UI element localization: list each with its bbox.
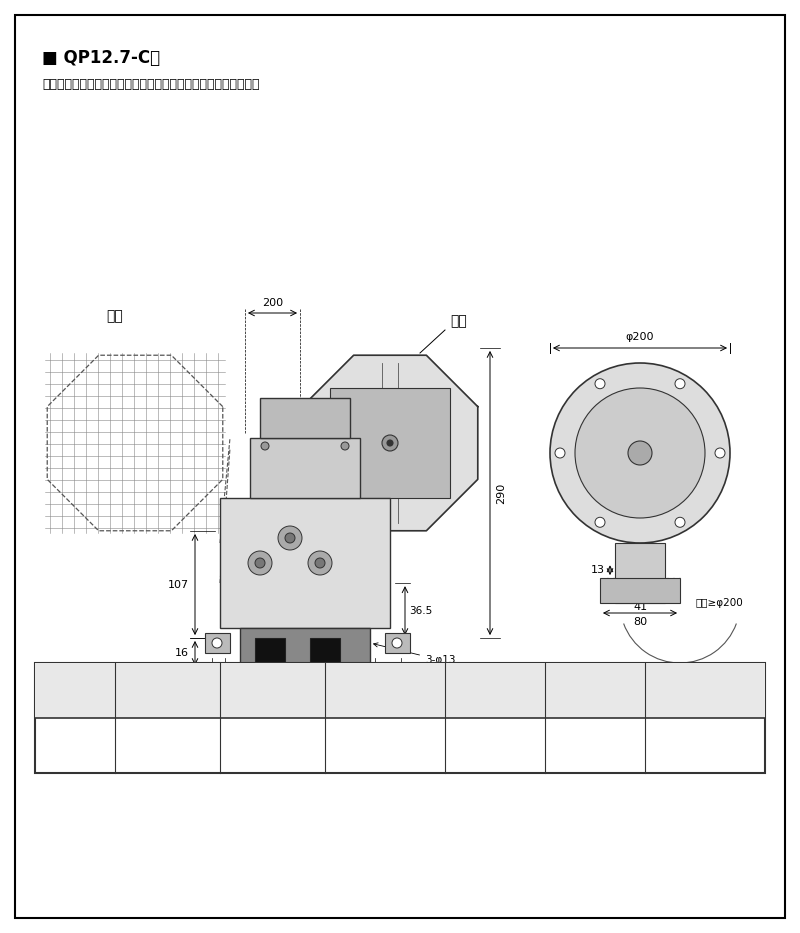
Circle shape [285, 533, 295, 543]
Circle shape [715, 448, 725, 458]
Text: Rc3/8: Rc3/8 [360, 473, 392, 483]
Bar [310, 638, 340, 663]
Text: 13: 13 [591, 565, 605, 576]
Bar [255, 638, 285, 663]
Text: 36.5: 36.5 [409, 606, 432, 616]
Text: 290: 290 [496, 482, 506, 504]
Text: 200: 200 [262, 298, 283, 308]
Text: 3-φ13: 3-φ13 [374, 643, 455, 665]
Bar [205, 633, 230, 653]
Circle shape [628, 441, 652, 465]
Bar [260, 398, 350, 438]
Text: QP12.7-C: QP12.7-C [50, 741, 99, 750]
Text: 553: 553 [585, 741, 605, 750]
Text: 总气体容量
(cm³): 总气体容量 (cm³) [579, 679, 610, 703]
Text: 273: 273 [485, 741, 505, 750]
Text: 155: 155 [290, 692, 310, 702]
Text: ■ QP12.7-C型: ■ QP12.7-C型 [42, 49, 160, 67]
Circle shape [595, 379, 605, 389]
Text: φ200: φ200 [626, 332, 654, 342]
Circle shape [341, 442, 349, 450]
Circle shape [675, 517, 685, 527]
Circle shape [675, 379, 685, 389]
Circle shape [278, 526, 302, 550]
Text: 6400: 6400 [154, 741, 181, 750]
Polygon shape [302, 355, 478, 531]
Bar [250, 438, 360, 498]
Text: 额定制动力(N)
（八根弹簧）: 额定制动力(N) （八根弹簧） [144, 679, 191, 703]
Circle shape [392, 638, 402, 648]
Circle shape [255, 558, 265, 568]
Bar [385, 633, 410, 653]
Bar [240, 628, 370, 668]
Text: 107: 107 [168, 579, 189, 590]
Circle shape [595, 517, 605, 527]
Text: 制动盘半径-0.03: 制动盘半径-0.03 [243, 741, 302, 750]
Bar [35, 663, 765, 773]
Circle shape [315, 558, 325, 568]
Circle shape [212, 638, 222, 648]
Text: 左式: 左式 [106, 309, 123, 323]
Text: 重量(kg): 重量(kg) [668, 686, 702, 695]
Circle shape [382, 435, 398, 451]
Text: 气包带自动补偿机构，制动衬垫磨损后无需人工调整，方便省时。: 气包带自动补偿机构，制动衬垫磨损后无需人工调整，方便省时。 [42, 78, 259, 91]
Bar [615, 543, 665, 603]
Text: 型号: 型号 [69, 686, 82, 695]
Text: 16: 16 [175, 648, 189, 658]
Circle shape [261, 442, 269, 450]
Text: 额定制动力X有效
半径: 额定制动力X有效 半径 [359, 734, 410, 757]
Text: 80: 80 [633, 617, 647, 627]
Text: 工作气体容量
(cm³): 工作气体容量 (cm³) [476, 679, 514, 703]
Bar [220, 498, 390, 628]
Circle shape [387, 440, 393, 446]
Circle shape [308, 551, 332, 575]
Text: 12.7: 12.7 [281, 682, 304, 692]
Bar [600, 578, 680, 603]
Circle shape [248, 551, 272, 575]
Text: 25: 25 [678, 741, 692, 750]
Circle shape [575, 388, 705, 518]
Text: 额定制动力矩
(Nm): 额定制动力矩 (Nm) [366, 679, 404, 703]
Bar [35, 663, 765, 718]
Bar [330, 388, 450, 498]
Text: 制动盘有效半径
(m): 制动盘有效半径 (m) [250, 679, 294, 703]
Text: 右式: 右式 [450, 314, 466, 328]
Text: 41: 41 [634, 602, 647, 612]
Circle shape [555, 448, 565, 458]
Text: 盘径≥φ200: 盘径≥φ200 [695, 598, 742, 608]
Text: 181: 181 [296, 707, 317, 717]
Circle shape [550, 363, 730, 543]
